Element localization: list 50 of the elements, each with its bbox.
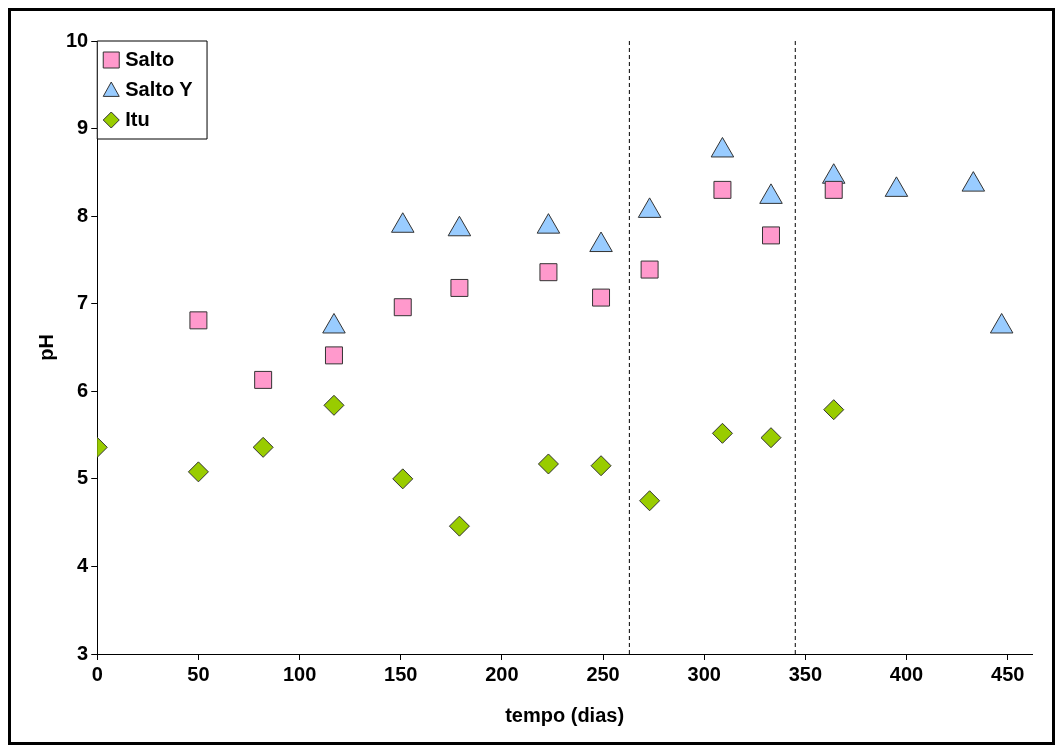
legend-label: Itu xyxy=(125,107,150,130)
legend-label: Salto xyxy=(125,47,175,70)
x-tick-label: 0 xyxy=(91,662,103,685)
point xyxy=(324,346,343,365)
point xyxy=(589,231,613,253)
point xyxy=(760,427,782,449)
point xyxy=(450,278,469,297)
point xyxy=(392,468,414,490)
legend-label: Salto Y xyxy=(125,77,194,100)
point xyxy=(323,394,345,416)
point xyxy=(639,490,661,512)
x-axis-title: tempo (dias) xyxy=(505,703,625,726)
x-tick-label: 50 xyxy=(187,662,210,685)
y-tick-label: 9 xyxy=(77,116,89,139)
point xyxy=(823,399,845,421)
point xyxy=(189,311,208,330)
point xyxy=(391,212,415,233)
point xyxy=(640,260,659,279)
point xyxy=(252,436,274,458)
x-tick-label: 100 xyxy=(282,662,317,685)
x-tick-label: 300 xyxy=(687,662,721,685)
point xyxy=(592,288,611,307)
point xyxy=(448,515,470,537)
point xyxy=(447,215,472,237)
point xyxy=(536,213,561,234)
point xyxy=(254,370,273,389)
point xyxy=(711,422,733,444)
y-tick-label: 7 xyxy=(77,291,89,314)
y-tick-label: 8 xyxy=(77,203,89,226)
point xyxy=(590,455,612,477)
x-tick-label: 250 xyxy=(586,662,620,685)
point xyxy=(393,298,412,317)
y-axis-title: pH xyxy=(34,334,57,361)
y-tick-label: 3 xyxy=(77,641,89,664)
point xyxy=(759,183,783,204)
point xyxy=(637,197,662,218)
x-tick-label: 400 xyxy=(889,662,924,685)
x-tick-label: 150 xyxy=(384,662,418,685)
x-tick-label: 450 xyxy=(991,662,1025,685)
point xyxy=(884,176,909,197)
y-tick-label: 5 xyxy=(77,466,89,489)
y-tick-label: 4 xyxy=(77,553,90,576)
point xyxy=(187,461,209,483)
y-tick-label: 6 xyxy=(77,378,89,401)
point xyxy=(537,453,559,475)
point xyxy=(710,136,735,158)
point xyxy=(961,171,986,192)
x-tick-label: 350 xyxy=(788,662,823,685)
y-tick-label: 10 xyxy=(66,28,89,51)
x-tick-label: 200 xyxy=(485,662,519,685)
